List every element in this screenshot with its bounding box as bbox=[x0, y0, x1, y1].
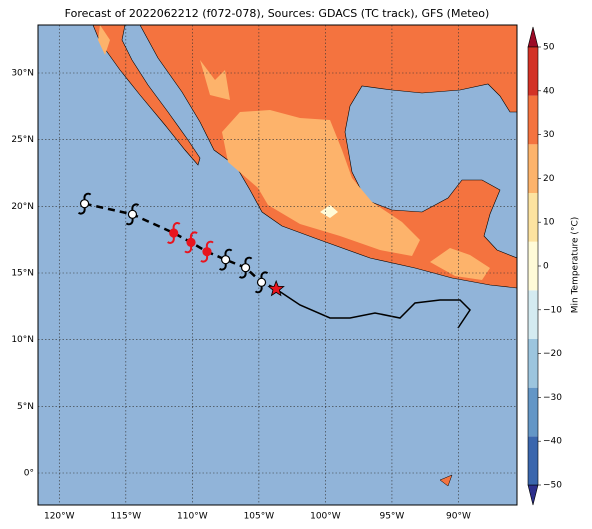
map-frame bbox=[37, 24, 518, 506]
storm-arms bbox=[254, 271, 269, 294]
y-tick-label: 10°N bbox=[11, 335, 34, 345]
x-tick-label: 110°W bbox=[177, 512, 208, 522]
storm-marker bbox=[77, 192, 92, 215]
colorbar-band bbox=[528, 387, 538, 437]
storm-arms bbox=[77, 192, 92, 215]
storm-marker bbox=[125, 203, 140, 226]
storm-marker bbox=[254, 271, 269, 294]
colorbar-tick-label: 20 bbox=[543, 174, 555, 184]
highlands bbox=[222, 110, 420, 256]
colorbar-tick-label: 30 bbox=[543, 130, 555, 140]
colorbar-band bbox=[528, 436, 538, 485]
central-america-interior bbox=[430, 248, 490, 280]
storm-eye bbox=[202, 247, 212, 257]
x-tick-label: 100°W bbox=[310, 512, 341, 522]
storm-eye bbox=[256, 277, 267, 287]
x-tick-label: 90°W bbox=[446, 512, 471, 522]
x-tick-label: 95°W bbox=[379, 512, 404, 522]
storm-marker bbox=[167, 222, 181, 244]
colorbar-extend-low bbox=[527, 484, 539, 506]
colorbar-tick-label: 10 bbox=[543, 218, 555, 228]
y-tick-label: 5°N bbox=[17, 402, 34, 412]
colorbar: −50 −40 −30 −20 −10 0 10 20 30 40 50 bbox=[527, 26, 562, 506]
grid bbox=[38, 25, 517, 505]
colorbar-band bbox=[528, 144, 538, 193]
colorbar-tick-label: 40 bbox=[543, 86, 555, 96]
storm-marker bbox=[218, 248, 233, 271]
colorbar-band bbox=[528, 47, 538, 96]
storm-eye bbox=[240, 263, 251, 273]
colorbar-band bbox=[528, 290, 538, 339]
colorbar-tick-label: −20 bbox=[543, 349, 562, 359]
x-tick-label: 105°W bbox=[244, 512, 275, 522]
y-tick-label: 25°N bbox=[11, 135, 34, 145]
storm-eye bbox=[221, 255, 231, 265]
storm-marker bbox=[238, 256, 253, 279]
storm-marker bbox=[184, 231, 198, 254]
title: Forecast of 2022062212 (f072-078), Sourc… bbox=[65, 7, 490, 20]
peak bbox=[320, 205, 338, 218]
y-tick-label: 0° bbox=[24, 469, 34, 479]
storm-arms bbox=[167, 222, 181, 244]
storm-eye bbox=[79, 199, 90, 209]
colorbar-band bbox=[528, 241, 538, 291]
island bbox=[439, 474, 453, 487]
map-area bbox=[38, 25, 517, 505]
colorbar-label: Min Temperature (°C) bbox=[571, 217, 581, 314]
y-tick-label: 30°N bbox=[11, 69, 34, 79]
cone-boundary bbox=[275, 288, 471, 329]
colorbar-tick-label: −10 bbox=[543, 305, 562, 315]
track bbox=[77, 192, 285, 297]
storm-eye bbox=[127, 209, 138, 219]
colorbar-tick-label: 0 bbox=[543, 262, 549, 272]
storm-eye bbox=[169, 228, 179, 238]
colorbar-band bbox=[528, 193, 538, 242]
storm-arms bbox=[184, 231, 198, 254]
northern-plateau bbox=[98, 25, 230, 100]
colorbar-band bbox=[528, 95, 538, 145]
storm-arms bbox=[238, 256, 253, 279]
y-tick-label: 15°N bbox=[11, 269, 34, 279]
colorbar-extend-high bbox=[527, 26, 539, 48]
storm-arms bbox=[200, 240, 214, 263]
current-position bbox=[267, 279, 285, 297]
storm-arms bbox=[125, 203, 140, 226]
storm-eye bbox=[186, 237, 196, 247]
colorbar-tick-label: −40 bbox=[543, 437, 562, 447]
colorbar-tick-label: −30 bbox=[543, 393, 562, 403]
x-tick-label: 120°W bbox=[44, 512, 75, 522]
x-tick-label: 115°W bbox=[111, 512, 142, 522]
storm-arms bbox=[218, 248, 233, 271]
colorbar-band bbox=[528, 339, 538, 388]
colorbar-tick-label: −50 bbox=[543, 481, 562, 491]
y-tick-label: 20°N bbox=[11, 202, 34, 212]
baja-california bbox=[92, 25, 201, 166]
colorbar-tick-label: 50 bbox=[543, 43, 555, 53]
storm-marker bbox=[200, 240, 214, 263]
